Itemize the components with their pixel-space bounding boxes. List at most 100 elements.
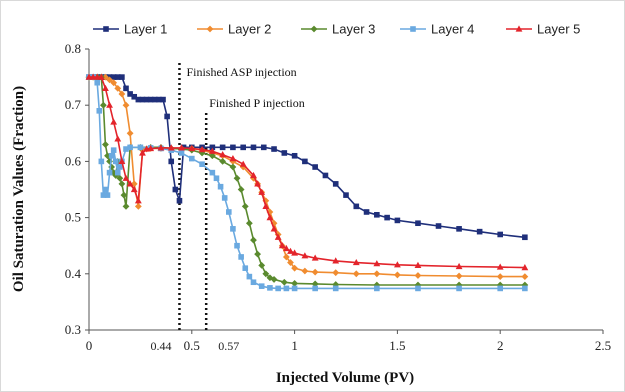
data-point [176, 197, 183, 204]
data-point [118, 157, 126, 164]
data-point [106, 158, 113, 165]
data-point [301, 267, 309, 275]
data-point [332, 285, 339, 292]
data-point [496, 263, 504, 270]
data-point [127, 144, 133, 151]
data-point [122, 174, 130, 181]
x-tick-label: 1 [291, 338, 298, 353]
data-point [219, 151, 227, 158]
data-point [104, 192, 111, 198]
data-point [213, 175, 220, 182]
data-point [230, 226, 236, 232]
data-point [312, 164, 318, 170]
data-point [245, 219, 253, 227]
series-1 [86, 74, 528, 241]
data-point [114, 74, 121, 80]
data-point [394, 261, 401, 268]
data-point [332, 257, 340, 264]
data-point [262, 270, 270, 278]
data-point [122, 101, 130, 109]
data-point [96, 108, 103, 114]
series-layer [85, 73, 529, 292]
y-tick-label: 0.5 [65, 210, 81, 225]
data-point [291, 279, 298, 287]
data-point [497, 231, 503, 238]
data-point [267, 285, 273, 291]
legend-entry: Layer 5 [506, 22, 580, 37]
data-point [271, 146, 277, 152]
data-point [522, 234, 528, 241]
data-point [250, 144, 257, 151]
data-point [415, 220, 421, 227]
data-point [311, 254, 319, 261]
data-point [332, 269, 340, 277]
data-point [209, 144, 216, 151]
legend-label: Layer 2 [228, 22, 271, 37]
series-5 [85, 73, 529, 271]
data-point [118, 90, 126, 98]
data-point [242, 265, 249, 271]
y-tick-label: 0.8 [65, 41, 81, 56]
y-axis-title: Oil Saturation Values (Fraction) [11, 86, 27, 292]
data-point [394, 271, 401, 279]
data-point [287, 247, 294, 254]
data-point [363, 209, 370, 215]
data-point [521, 273, 529, 281]
data-point [178, 150, 185, 156]
data-point [219, 144, 226, 151]
data-point [291, 285, 298, 292]
data-point [189, 155, 195, 162]
data-point [435, 223, 442, 229]
legend-label: Layer 1 [124, 22, 167, 37]
data-point [241, 202, 249, 210]
data-point [254, 180, 261, 187]
data-point [219, 158, 227, 165]
legend-label: Layer 4 [431, 22, 474, 37]
data-point [301, 252, 309, 259]
x-tick-label: 0.5 [184, 338, 200, 353]
data-point [99, 101, 107, 109]
data-point [229, 163, 237, 171]
data-point [157, 144, 165, 151]
p-marker-label: Finished P injection [209, 96, 305, 110]
data-point [274, 233, 282, 240]
data-point [112, 158, 119, 165]
data-point [130, 185, 138, 193]
data-point [238, 254, 244, 260]
legend-entry: Layer 2 [197, 22, 271, 37]
data-point [123, 85, 129, 92]
legend-label: Layer 5 [537, 22, 580, 37]
data-point [156, 96, 162, 103]
data-point [221, 195, 228, 201]
data-point [374, 211, 380, 218]
data-point [246, 273, 253, 280]
y-tick-label: 0.4 [65, 266, 82, 281]
data-point [282, 244, 290, 252]
y-tick-label: 0.6 [65, 153, 82, 168]
data-point [291, 152, 298, 159]
data-point [343, 192, 349, 198]
data-point [239, 163, 247, 171]
data-point [522, 285, 528, 292]
data-point [233, 174, 241, 182]
y-tick-label: 0.7 [65, 97, 82, 112]
data-point [178, 144, 185, 151]
y-tick-label: 0.3 [65, 322, 81, 337]
legend: Layer 1 Layer 2 Layer 3 Layer 4 Layer 5 [93, 22, 580, 37]
asp-x-value: 0.44 [150, 339, 171, 353]
x-tick-label: 2 [497, 338, 504, 353]
data-point [240, 144, 246, 151]
data-point [250, 171, 257, 179]
x-tick-label: 2.5 [595, 338, 611, 353]
data-point [164, 113, 170, 120]
data-point [123, 146, 129, 152]
series-line [89, 76, 525, 269]
data-point [353, 203, 360, 210]
legend-marker [206, 25, 214, 33]
data-point [311, 268, 319, 276]
data-point [172, 186, 179, 193]
data-point [270, 276, 278, 283]
data-point [102, 84, 109, 91]
data-point [291, 264, 298, 272]
